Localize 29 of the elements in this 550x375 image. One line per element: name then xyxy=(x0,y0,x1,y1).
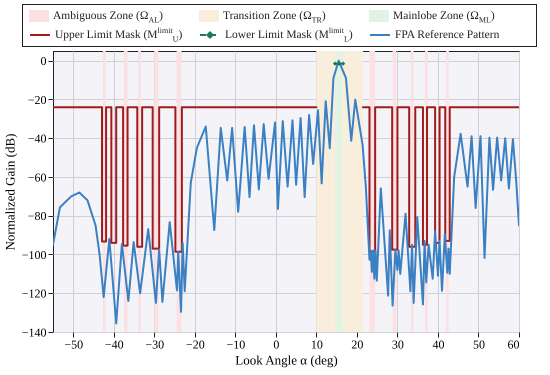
x-axis-title: Look Angle α (deg) xyxy=(235,352,338,368)
y-tick-label: 0 xyxy=(40,54,46,68)
y-tick-label: −120 xyxy=(22,286,46,301)
legend-label: Transition Zone (Ω$_{TR}$) xyxy=(223,10,326,24)
legend-label: Lower Limit Mask (M$^{limit}$$_{L}$) xyxy=(225,26,353,44)
x-tick-label: 50 xyxy=(472,338,485,352)
y-tick-label: −140 xyxy=(22,326,46,340)
x-tick-label: −20 xyxy=(186,338,205,352)
x-tick-label: −50 xyxy=(64,338,84,352)
legend-label: FPA Reference Pattern xyxy=(395,29,500,41)
line-series xyxy=(53,60,519,324)
legend-label: Upper Limit Mask (M$^{limit}$$_{U}$) xyxy=(55,26,182,44)
y-tick-label: −40 xyxy=(28,132,46,146)
x-tick-label: 0 xyxy=(273,338,280,352)
x-tick-label: 10 xyxy=(310,338,323,352)
x-tick-label: 60 xyxy=(508,338,520,352)
x-tick-label: 20 xyxy=(351,338,364,352)
x-tick-label: −40 xyxy=(104,338,124,352)
y-tick-label: −20 xyxy=(28,92,46,107)
x-tick-label: 40 xyxy=(432,338,444,352)
y-tick-label: −80 xyxy=(28,209,46,224)
band-label: Ambiguous Zone (Ω$_{AL}$) xyxy=(53,10,163,24)
legend-label: Mainlobe Zone (Ω$_{ML}$) xyxy=(393,10,495,24)
y-tick-label: −100 xyxy=(22,248,46,262)
x-tick-label: −30 xyxy=(145,338,164,352)
y-axis-title: Normalized Gain (dB) xyxy=(2,134,18,250)
y-tick-label: −60 xyxy=(28,170,46,184)
x-tick-label: −10 xyxy=(226,338,246,352)
x-tick-label: 30 xyxy=(392,338,404,352)
